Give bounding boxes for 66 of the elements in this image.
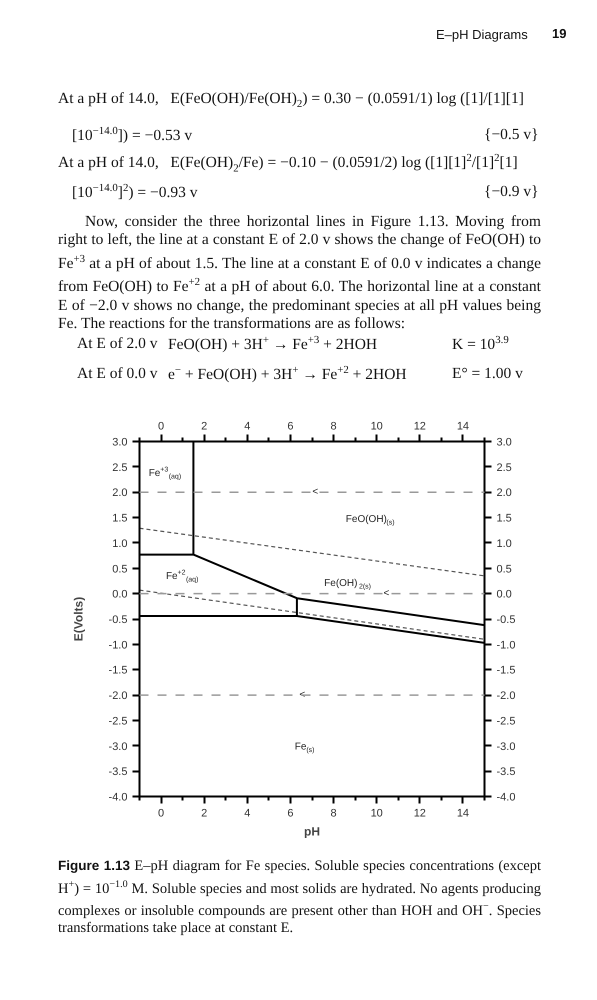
y2-tick-label: -0.5 [496, 614, 516, 626]
text: [10$^{−14.0}$]) = −0.53 v [72, 124, 192, 146]
y-tick-label: 1.5 [112, 512, 128, 525]
text: At a pH of 14.0, E(FeO(OH)/Fe(OH)$_{2}$) = 0.30 − (0.0591/1) log ([1]/[1][1] [58, 89, 524, 112]
y2-tick-label: -1.5 [496, 664, 516, 677]
y2-tick-label: 1.0 [496, 538, 512, 550]
text: Now, consider the three horizontal lines in Figure 1.13. Moving from right to left, the line at a constant E of 2.0 v shows the change of FeO(OH) to Fe$^{+3}$ at a pH of about 1.5. The line at a constant E of 0.0 v indicates a change from FeO(OH) to Fe$^{+2}$ at a pH of about 6.0. The horizontal line at a constant E of −2.0 v shows no change, the predominant species at all pH values being Fe. The reactions for the transformations are as follows: [58, 213, 541, 332]
y2-tick-label: -3.0 [496, 740, 516, 753]
y-tick-label: 1.0 [112, 538, 128, 550]
y2-tick-label: 2.0 [496, 487, 512, 500]
caption: Figure 1.13 [58, 858, 130, 873]
y2-tick-label: 3.0 [496, 436, 512, 448]
y-tick-label: 0.5 [112, 563, 128, 576]
y-tick-label: -3.0 [108, 740, 128, 753]
y-tick-label: -0.5 [108, 614, 128, 626]
y-tick-label: -2.0 [108, 690, 128, 702]
text: FeO(OH) + 3H$^{+}$ → Fe$^{+3}$ + 2HOH [168, 333, 378, 356]
annotation: < [312, 486, 318, 498]
text: K = 10$^{3.9}$ [452, 333, 509, 356]
x-tick-label: 2 [201, 420, 208, 432]
x-tick-label: 0 [158, 420, 164, 432]
x-tick-label: 12 [414, 420, 426, 432]
y-tick-label: 3.0 [112, 436, 128, 448]
x2-tick-label: 2 [201, 808, 208, 820]
x2-tick-label: 0 [158, 808, 164, 820]
text: 19 [552, 25, 566, 43]
y-tick-label: -1.0 [108, 639, 128, 652]
y-tick-label: 2.5 [112, 462, 128, 474]
x-tick-label: 6 [287, 420, 294, 432]
y2-tick-label: 0.5 [496, 563, 512, 576]
text: E° = 1.00 v [452, 364, 523, 384]
x2-tick-label: 8 [330, 808, 337, 820]
text: {−0.9 v} [484, 182, 539, 202]
y-tick-label: 2.0 [112, 487, 128, 500]
text: At a pH of 14.0, E(Fe(OH)$_{2}$/Fe) = −0.10 − (0.0591/2) log ([1][1]$^{2}$/[1]$^{2}$[1] [58, 151, 518, 176]
y2-tick-label: -4.0 [496, 792, 516, 804]
x-tick-label: 14 [456, 420, 470, 432]
y-tick-label: -4.0 [108, 792, 128, 804]
x2-tick-label: 10 [370, 808, 383, 820]
x-tick-label: 4 [244, 420, 250, 432]
text: {−0.5 v} [484, 125, 539, 145]
text: E–pH Diagrams [436, 26, 528, 44]
y2-tick-label: -2.5 [496, 715, 516, 728]
x-axis-title: pH [304, 824, 320, 838]
text: At E of 2.0 v [77, 334, 158, 354]
text: e$^{−}$ + FeO(OH) + 3H$^{+}$ → Fe$^{+2}$ + 2HOH [168, 363, 407, 386]
y2-tick-label: 1.5 [496, 512, 512, 525]
y2-tick-label: -1.0 [496, 639, 516, 652]
y2-tick-label: 2.5 [496, 462, 512, 474]
text: [10$^{−14.0}$]$^{2}$) = −0.93 v [72, 181, 198, 204]
y-tick-label: -3.5 [108, 766, 128, 778]
y2-tick-label: -3.5 [496, 766, 516, 778]
x-tick-label: 8 [330, 420, 337, 432]
y2-tick-label: 0.0 [496, 588, 512, 601]
x2-tick-label: 6 [287, 808, 294, 820]
y-tick-label: 0.0 [112, 588, 128, 601]
annotation: < [383, 588, 390, 600]
y-tick-label: -2.5 [108, 715, 128, 728]
x2-tick-label: 14 [456, 808, 470, 820]
y-tick-label: -1.5 [108, 664, 128, 677]
y-axis-title: E(Volts) [72, 596, 86, 642]
y2-tick-label: -2.0 [496, 690, 516, 702]
x-tick-label: 10 [370, 420, 383, 432]
text: At E of 0.0 v [77, 364, 158, 384]
x2-tick-label: 4 [244, 808, 250, 820]
x2-tick-label: 12 [414, 808, 426, 820]
